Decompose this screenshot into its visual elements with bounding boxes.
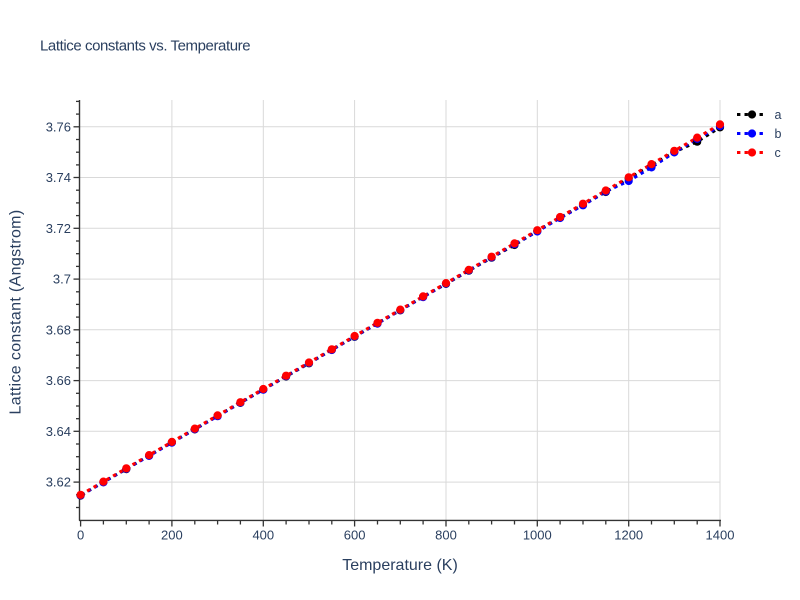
svg-text:3.64: 3.64 <box>46 424 71 439</box>
svg-text:3.68: 3.68 <box>46 322 71 337</box>
svg-text:3.74: 3.74 <box>46 170 71 185</box>
svg-text:600: 600 <box>344 528 366 543</box>
svg-text:3.76: 3.76 <box>46 119 71 134</box>
svg-text:3.62: 3.62 <box>46 475 71 490</box>
svg-text:b: b <box>775 127 782 141</box>
svg-text:3.72: 3.72 <box>46 221 71 236</box>
svg-text:Lattice constants vs. Temperat: Lattice constants vs. Temperature <box>40 38 250 55</box>
svg-text:a: a <box>775 108 782 122</box>
svg-text:1000: 1000 <box>523 528 552 543</box>
svg-text:400: 400 <box>252 528 274 543</box>
svg-text:1200: 1200 <box>614 528 643 543</box>
svg-text:Lattice constant (Angstrom): Lattice constant (Angstrom) <box>8 209 25 414</box>
svg-text:Temperature (K): Temperature (K) <box>342 557 458 574</box>
svg-text:200: 200 <box>161 528 183 543</box>
svg-text:c: c <box>775 146 781 160</box>
svg-text:0: 0 <box>77 528 84 543</box>
svg-text:1400: 1400 <box>706 528 735 543</box>
svg-text:3.7: 3.7 <box>53 272 71 287</box>
svg-text:3.66: 3.66 <box>46 373 71 388</box>
svg-text:800: 800 <box>435 528 457 543</box>
